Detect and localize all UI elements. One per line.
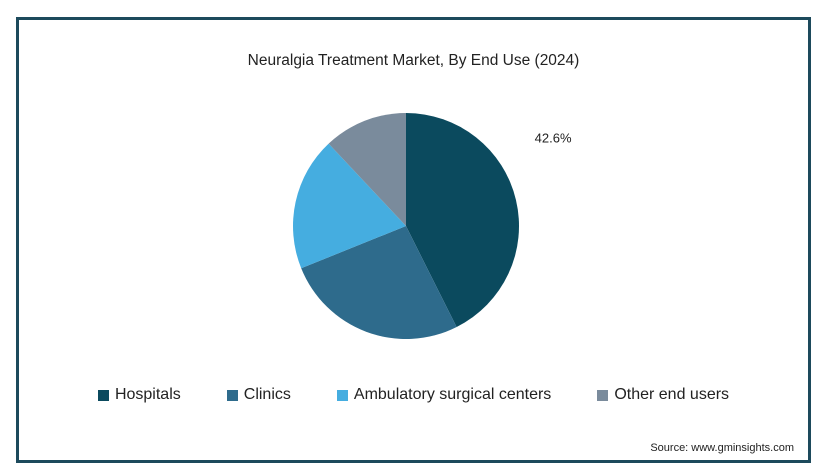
- legend-label: Clinics: [243, 386, 291, 403]
- chart-frame: Neuralgia Treatment Market, By End Use (…: [16, 17, 811, 463]
- legend-swatch: [97, 389, 109, 401]
- legend-item: Clinics: [226, 386, 291, 404]
- legend-item: Hospitals: [97, 386, 181, 404]
- chart-legend: Hospitals Clinics Ambulatory surgical cent…: [19, 386, 808, 404]
- legend-label: Ambulatory surgical centers: [353, 386, 552, 403]
- legend-swatch: [336, 389, 348, 401]
- legend-item: Ambulatory surgical centers: [336, 386, 552, 404]
- pie-slice-hospitals: [406, 113, 519, 328]
- chart-title: Neuralgia Treatment Market, By End Use (…: [247, 52, 580, 69]
- legend-swatch: [597, 389, 609, 401]
- legend-label: Hospitals: [114, 386, 181, 403]
- source-note: Source: www.gminsights.com: [650, 442, 794, 454]
- data-label: 42.6%: [535, 131, 572, 146]
- legend-label: Other end users: [614, 386, 730, 403]
- legend-swatch: [226, 389, 238, 401]
- legend-item: Other end users: [597, 386, 729, 404]
- pie-slice-ambulatory-surgical-centers: [293, 143, 406, 269]
- pie-chart: 42.6%: [293, 113, 572, 340]
- pie-slice-other-end-users: [328, 113, 406, 226]
- pie-slice-clinics: [301, 226, 457, 340]
